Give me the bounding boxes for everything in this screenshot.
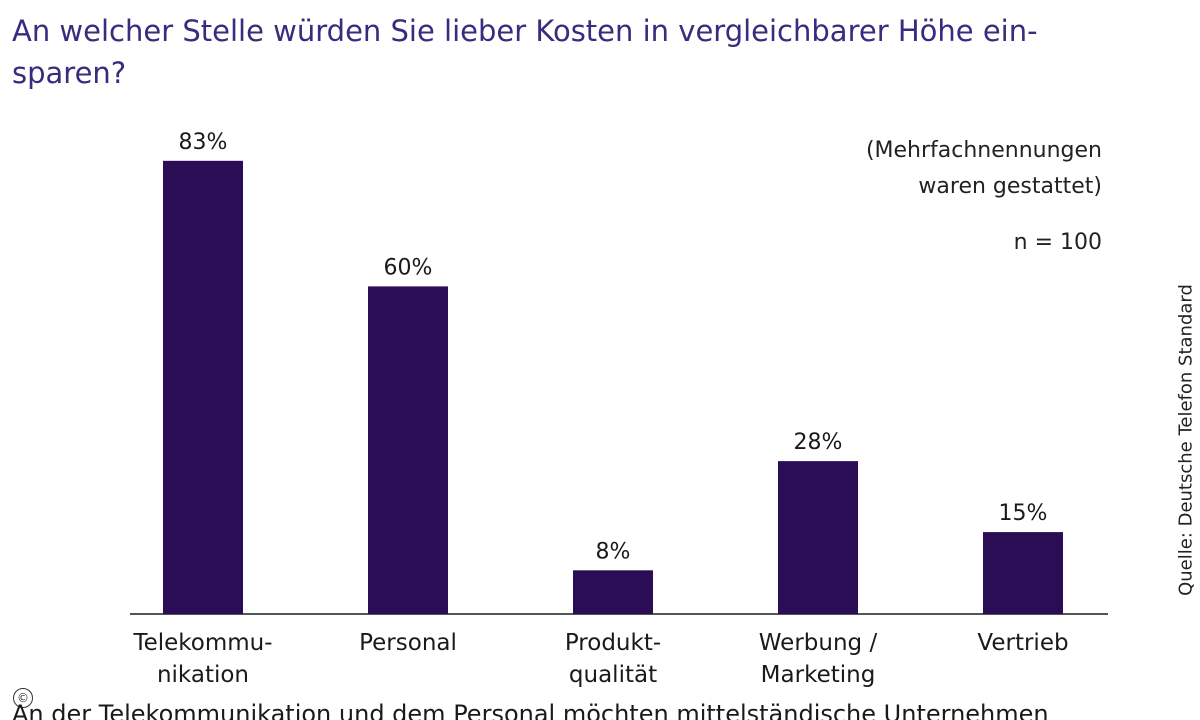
value-label-1: 60% xyxy=(384,255,433,280)
category-label-3-line-1: Marketing xyxy=(761,662,876,688)
bar-0 xyxy=(163,160,243,614)
copyright-icon: © xyxy=(13,688,33,708)
bar-3 xyxy=(778,461,858,614)
note-line-2: waren gestattet) xyxy=(918,174,1102,199)
value-label-0: 83% xyxy=(179,130,228,155)
category-label-1-line-0: Personal xyxy=(359,630,457,656)
chart-title: An welcher Stelle würden Sie lieber Kost… xyxy=(12,10,1182,94)
bar-1 xyxy=(368,286,448,614)
category-label-0-line-1: nikation xyxy=(157,662,249,688)
value-label-4: 15% xyxy=(999,501,1048,526)
category-label-4-line-0: Vertrieb xyxy=(977,630,1068,656)
category-label-2-line-1: qualität xyxy=(569,662,657,688)
chart-title-line-1: An welcher Stelle würden Sie lieber Kost… xyxy=(12,14,1038,48)
source-label: Quelle: Deutsche Telefon Standard xyxy=(1175,284,1197,596)
sample-size-label: n = 100 xyxy=(1013,230,1102,255)
category-label-0-line-0: Telekommu- xyxy=(132,630,272,656)
bar-4 xyxy=(983,532,1063,614)
value-label-3: 28% xyxy=(794,430,843,455)
note-line-1: (Mehrfachnennungen xyxy=(865,138,1102,163)
category-label-2-line-0: Produkt- xyxy=(565,630,661,656)
value-label-2: 8% xyxy=(596,539,631,564)
category-label-3-line-0: Werbung / xyxy=(759,630,878,656)
footer-caption: An der Telekommunikation und dem Persona… xyxy=(12,700,1049,720)
note-multiple-answers: (Mehrfachnennungen waren gestattet) xyxy=(866,133,1102,205)
bar-2 xyxy=(573,570,653,614)
chart-title-line-2: sparen? xyxy=(12,56,127,90)
